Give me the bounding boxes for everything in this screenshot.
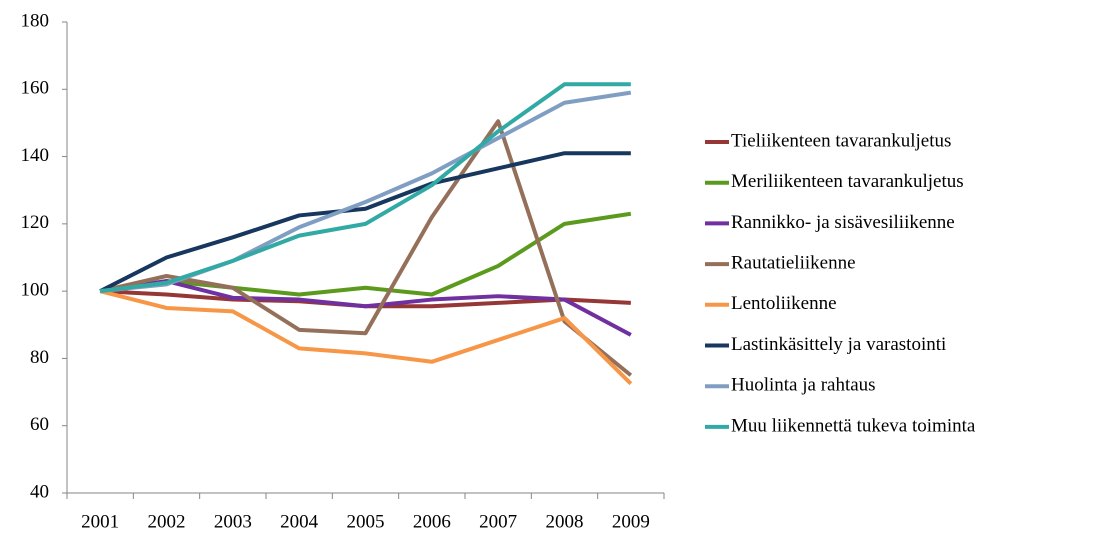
y-tick-label: 160 bbox=[21, 78, 50, 99]
x-tick-label: 2007 bbox=[479, 511, 517, 532]
series-line bbox=[99, 211, 632, 297]
y-tick-label: 80 bbox=[30, 347, 49, 368]
x-tick-label: 2004 bbox=[280, 511, 319, 532]
y-tick-label: 120 bbox=[21, 212, 50, 233]
legend-label: Huolinta ja rahtaus bbox=[731, 375, 876, 396]
y-tick-label: 40 bbox=[30, 481, 49, 502]
legend-label: Rannikko- ja sisävesiliikenne bbox=[731, 212, 955, 233]
series-line bbox=[99, 279, 632, 337]
y-tick-label: 60 bbox=[30, 414, 49, 435]
legend-label: Muu liikennettä tukeva toiminta bbox=[731, 415, 976, 436]
x-tick-label: 2002 bbox=[148, 511, 186, 532]
x-tick-label: 2005 bbox=[347, 511, 385, 532]
series-line bbox=[99, 82, 631, 294]
x-tick-label: 2003 bbox=[214, 511, 252, 532]
legend-label: Meriliikenteen tavarankuljetus bbox=[731, 171, 964, 192]
legend-label: Lentoliikenne bbox=[731, 293, 837, 314]
series-line bbox=[99, 119, 633, 377]
legend-label: Tieliikenteen tavarankuljetus bbox=[731, 130, 951, 151]
x-tick-label: 2008 bbox=[546, 511, 584, 532]
y-tick-label: 140 bbox=[21, 145, 50, 166]
x-tick-label: 2006 bbox=[413, 511, 451, 532]
y-tick-label: 100 bbox=[21, 280, 50, 301]
legend-label: Lastinkäsittely ja varastointi bbox=[731, 334, 946, 355]
x-tick-label: 2001 bbox=[81, 511, 119, 532]
series-line bbox=[99, 90, 632, 294]
series-line bbox=[99, 151, 631, 293]
series-line bbox=[99, 289, 633, 386]
x-tick-label: 2009 bbox=[612, 511, 650, 532]
y-tick-label: 180 bbox=[21, 10, 50, 31]
legend-label: Rautatieliikenne bbox=[731, 252, 856, 273]
